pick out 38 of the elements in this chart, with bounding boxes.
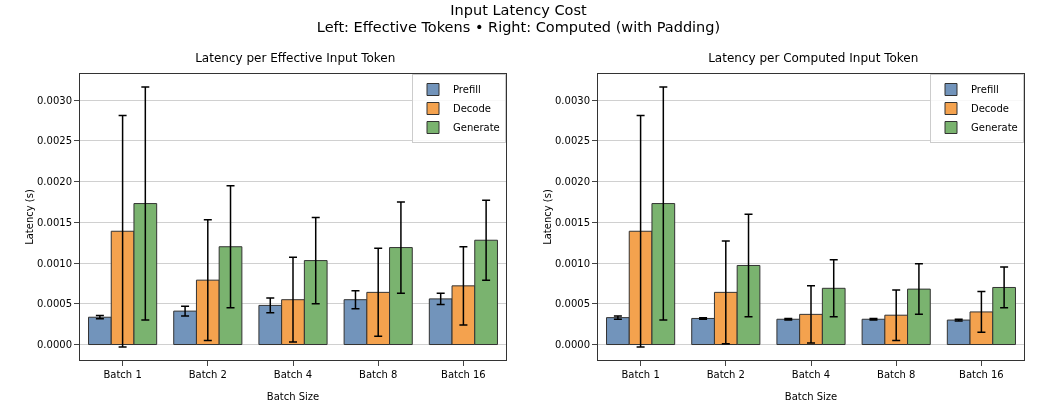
- x-tick-label: Batch 16: [441, 369, 486, 380]
- x-tick-label: Batch 1: [621, 369, 660, 380]
- x-tick-label: Batch 8: [359, 369, 398, 380]
- y-tick-label: 0.0030: [37, 94, 72, 106]
- y-tick-label: 0.0020: [555, 176, 590, 188]
- chart-title: Latency per Computed Input Token: [708, 50, 919, 65]
- y-axis-title: Latency (s): [24, 189, 35, 245]
- y-tick-label: 0.0015: [37, 216, 72, 228]
- x-tick-label: Batch 2: [706, 369, 745, 380]
- chart-title: Latency per Effective Input Token: [195, 50, 396, 65]
- y-tick-label: 0.0020: [37, 176, 72, 188]
- x-axis-title: Batch Size: [266, 391, 320, 402]
- y-tick-label: 0.0025: [37, 135, 72, 147]
- y-tick-label: 0.0000: [37, 339, 72, 351]
- x-tick-label: Batch 16: [959, 369, 1004, 380]
- x-tick-label: Batch 4: [791, 369, 831, 380]
- text: Left: Effective Tokens • Right: Computed (with Padding): [315, 19, 722, 36]
- legend-label: Generate: [453, 122, 500, 134]
- x-tick-label: Batch 4: [273, 369, 313, 380]
- x-tick-label: Batch 8: [877, 369, 916, 380]
- x-tick-label: Batch 1: [103, 369, 142, 380]
- y-tick-label: 0.0025: [555, 135, 590, 147]
- legend-label: Decode: [453, 103, 491, 115]
- x-tick-label: Batch 2: [188, 369, 227, 380]
- x-axis-title: Batch Size: [784, 391, 838, 402]
- y-tick-label: 0.0010: [37, 257, 72, 269]
- legend-label: Decode: [971, 103, 1009, 115]
- legend-label: Prefill: [453, 84, 481, 96]
- y-tick-label: 0.0030: [555, 94, 590, 106]
- text: Input Latency Cost: [449, 2, 588, 19]
- legend-label: Prefill: [971, 84, 999, 96]
- y-tick-label: 0.0005: [555, 298, 590, 310]
- y-tick-label: 0.0005: [37, 298, 72, 310]
- y-axis-title: Latency (s): [542, 189, 553, 245]
- y-tick-label: 0.0015: [555, 216, 590, 228]
- y-tick-label: 0.0000: [555, 339, 590, 351]
- y-tick-label: 0.0010: [555, 257, 590, 269]
- legend-label: Generate: [971, 122, 1018, 134]
